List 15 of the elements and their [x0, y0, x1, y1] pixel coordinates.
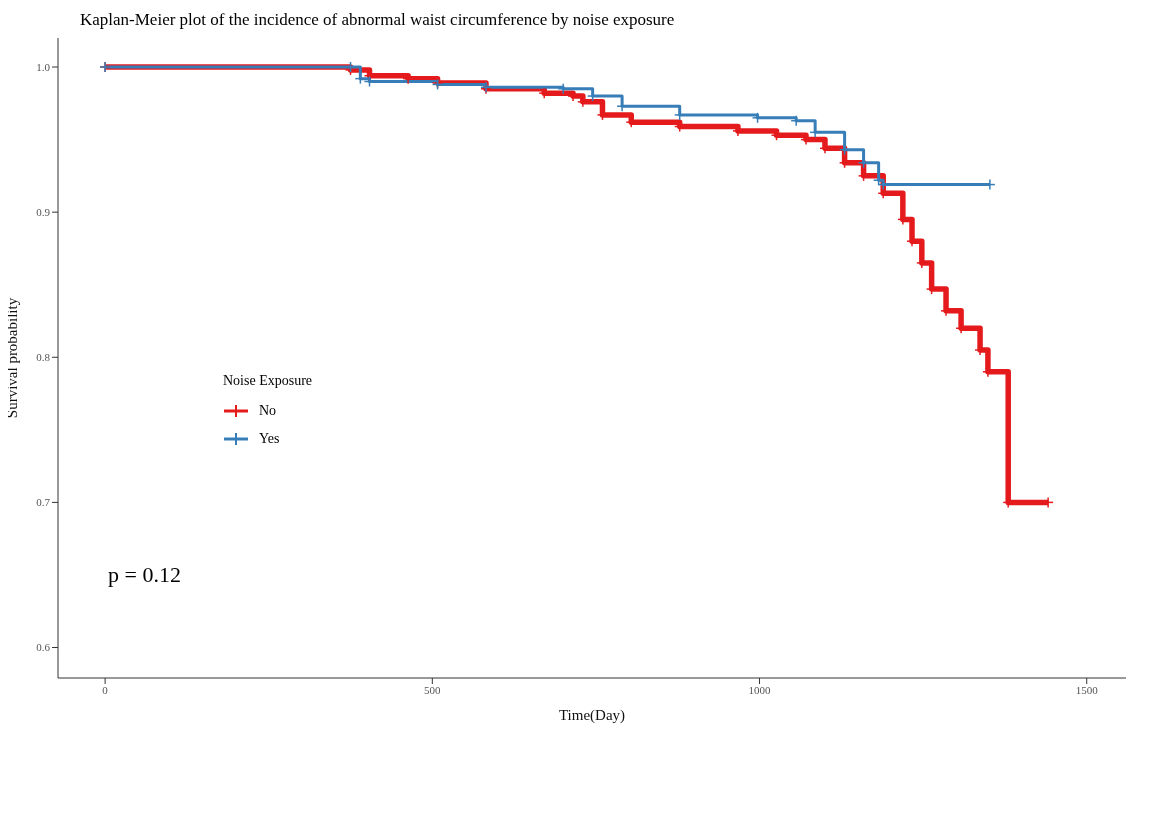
y-tick-label: 0.6	[36, 641, 51, 654]
legend-label: No	[259, 403, 277, 419]
x-tick-label: 500	[424, 683, 442, 696]
x-tick-label: 1000	[748, 683, 772, 696]
legend-title: Noise Exposure	[223, 373, 313, 389]
x-axis-title: Time(Day)	[558, 707, 626, 724]
legend-label: Yes	[259, 431, 280, 447]
y-tick-label: 1.0	[36, 60, 51, 73]
chart-title: Kaplan-Meier plot of the incidence of abnormal waist circumference by noise exposure	[80, 10, 675, 30]
y-tick-label: 0.8	[36, 351, 51, 364]
y-tick-label: 0.9	[36, 206, 51, 219]
x-tick-label: 1500	[1075, 683, 1099, 696]
y-tick-label: 0.7	[36, 496, 51, 509]
annotation: p = 0.12	[108, 562, 181, 588]
x-tick-label: 0	[102, 683, 109, 696]
